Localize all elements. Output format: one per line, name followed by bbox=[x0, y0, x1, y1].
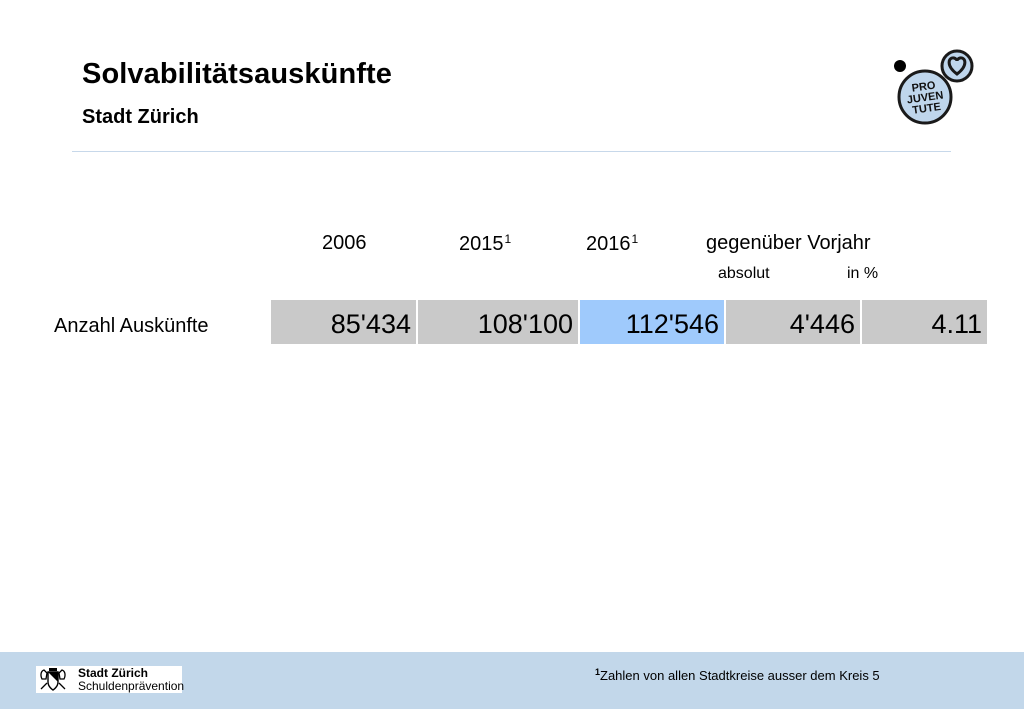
footer-org-name: Stadt Zürich bbox=[78, 666, 149, 680]
page-subtitle: Stadt Zürich bbox=[82, 106, 199, 128]
value-cell-change-percent: 4.11 bbox=[862, 300, 987, 344]
svg-text:PRO: PRO bbox=[911, 79, 937, 94]
value-cell-2016: 112'546 bbox=[580, 300, 724, 344]
footnote: 1Zahlen von allen Stadtkreise ausser dem… bbox=[595, 667, 880, 683]
value-cell-change-absolute: 4'446 bbox=[726, 300, 860, 344]
pro-juventute-logo-icon: PRO JUVEN TUTE bbox=[894, 49, 974, 125]
svg-text:JUVEN: JUVEN bbox=[906, 89, 944, 106]
column-header-change: gegenüber Vorjahr bbox=[706, 232, 871, 254]
svg-text:TUTE: TUTE bbox=[912, 101, 942, 117]
column-header-2006: 2006 bbox=[322, 232, 367, 254]
zurich-crest-icon bbox=[40, 668, 66, 691]
column-header-2015: 20151 bbox=[459, 232, 512, 255]
footer-department: Schuldenprävention bbox=[78, 679, 185, 693]
header-divider bbox=[72, 151, 951, 152]
subheader-percent: in % bbox=[847, 265, 879, 282]
value-cell-2006: 85'434 bbox=[271, 300, 416, 344]
column-header-2016: 20161 bbox=[586, 232, 639, 255]
value-cell-2015: 108'100 bbox=[418, 300, 578, 344]
page-title: Solvabilitätsauskünfte bbox=[82, 58, 392, 90]
subheader-absolute: absolut bbox=[718, 265, 770, 282]
row-label: Anzahl Auskünfte bbox=[54, 315, 209, 337]
stadt-zuerich-logo: Stadt Zürich Schuldenprävention bbox=[36, 666, 185, 693]
